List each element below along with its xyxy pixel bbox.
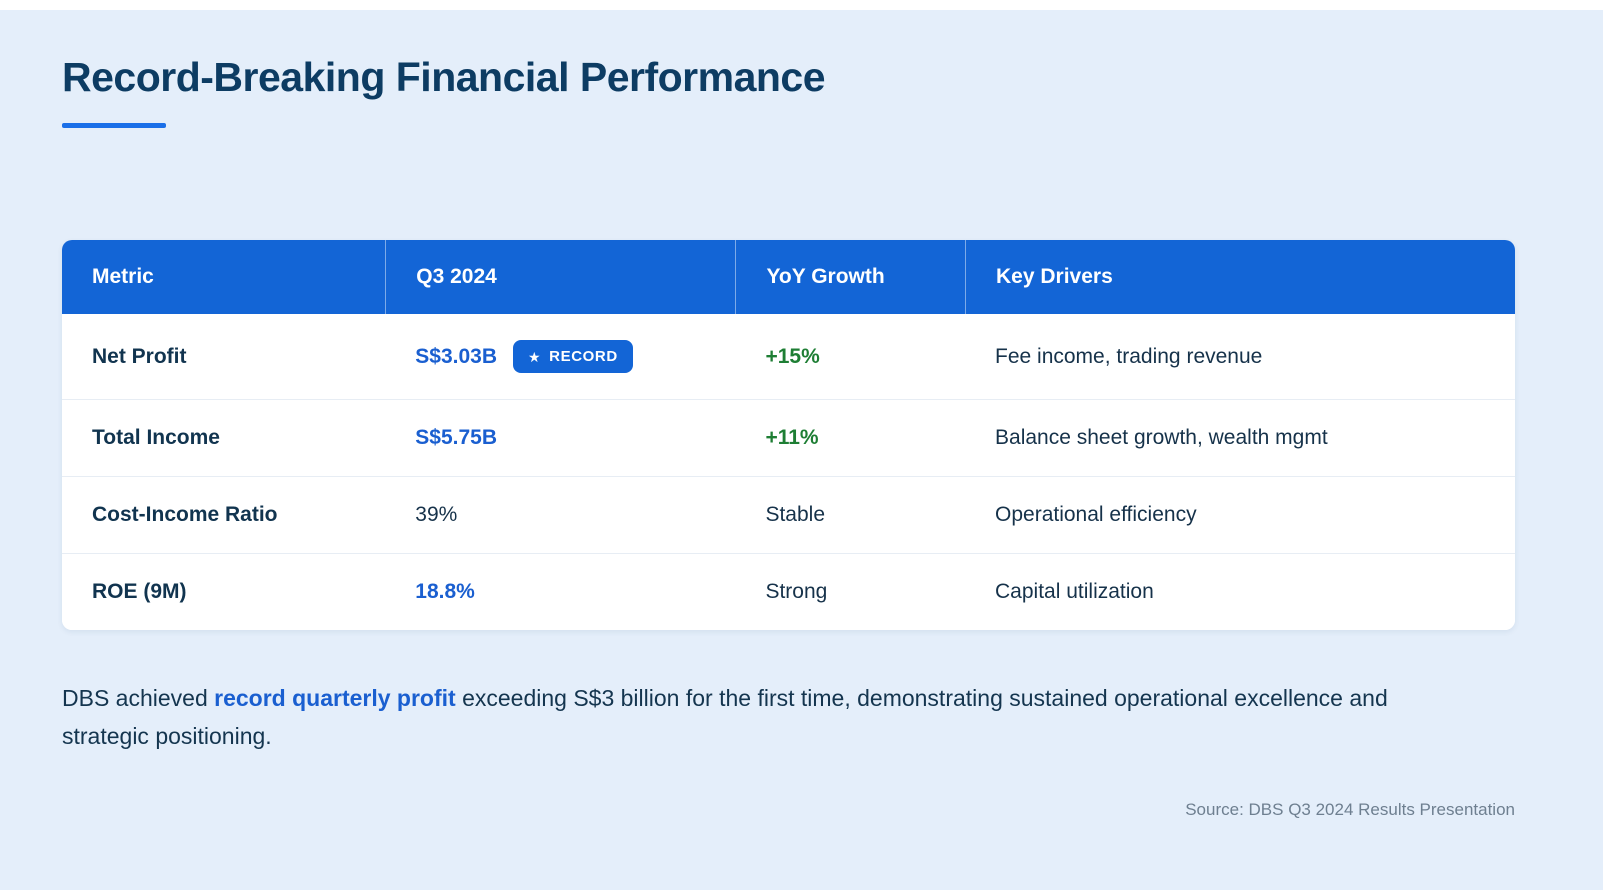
page-title: Record-Breaking Financial Performance [62,54,826,100]
key-drivers-value: Balance sheet growth, wealth mgmt [995,426,1328,449]
metric-value: S$3.03B [415,344,498,368]
column-header-key-drivers: Key Drivers [965,240,1515,314]
table-header-row: Metric Q3 2024 YoY Growth Key Drivers [62,240,1515,314]
metric-value: 39% [415,503,458,526]
metric-label: Net Profit [92,344,187,368]
metric-label: Cost-Income Ratio [92,503,278,526]
column-header-yoy-growth: YoY Growth [735,240,965,314]
record-badge: ★ RECORD [513,340,633,373]
yoy-growth-value: +15% [765,344,820,368]
table-row-total-income: Total Income S$5.75B +11% Balance sheet … [62,399,1515,476]
title-underline [62,123,166,128]
star-icon: ★ [528,348,542,365]
column-header-q3-2024: Q3 2024 [385,240,735,314]
summary-highlight-link[interactable]: record quarterly profit [214,685,456,711]
key-drivers-value: Capital utilization [995,580,1154,603]
summary-suffix: exceeding S$3 billion for the first time… [62,685,1388,749]
summary-prefix: DBS achieved [62,685,215,711]
source-attribution: Source: DBS Q3 2024 Results Presentation [1185,799,1515,819]
yoy-growth-value: Strong [765,580,828,603]
top-strip [0,0,1603,10]
key-drivers-value: Fee income, trading revenue [995,344,1263,368]
metric-value: 18.8% [415,580,475,603]
metric-value: S$5.75B [415,426,498,449]
slide-page: Record-Breaking Financial Performance Me… [0,10,1603,820]
table-row-net-profit: Net Profit S$3.03B ★ RECORD +15% Fee inc… [62,314,1515,399]
yoy-growth-value: Stable [765,503,825,526]
yoy-growth-value: +11% [765,426,819,449]
record-badge-label: RECORD [549,348,618,365]
table-body: Net Profit S$3.03B ★ RECORD +15% Fee inc… [62,314,1515,630]
metric-label: ROE (9M) [92,580,187,603]
column-header-metric: Metric [92,265,154,288]
financial-metrics-table: Metric Q3 2024 YoY Growth Key Drivers Ne… [62,240,1515,630]
summary-paragraph: DBS achieved record quarterly profit exc… [62,680,1462,756]
table-row-roe-9m: ROE (9M) 18.8% Strong Capital utilizatio… [62,553,1515,630]
metric-label: Total Income [92,426,220,449]
table-row-cost-income-ratio: Cost-Income Ratio 39% Stable Operational… [62,476,1515,553]
key-drivers-value: Operational efficiency [995,503,1197,526]
